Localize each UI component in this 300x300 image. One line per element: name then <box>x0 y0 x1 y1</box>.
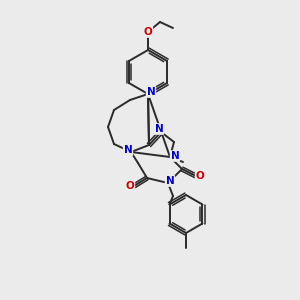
Text: O: O <box>126 181 134 191</box>
Text: N: N <box>147 87 155 97</box>
Text: N: N <box>171 151 179 161</box>
Text: O: O <box>144 27 152 37</box>
Text: N: N <box>166 176 174 186</box>
Text: O: O <box>196 171 204 181</box>
Text: N: N <box>124 145 132 155</box>
Text: N: N <box>154 124 164 134</box>
